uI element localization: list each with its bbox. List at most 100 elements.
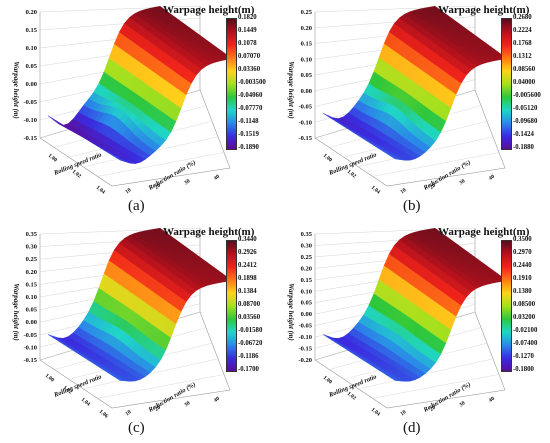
z-tick-label: 0.30 [301,242,312,249]
z-tick-label: -0.20 [298,357,312,364]
panel-caption: (a) [128,198,145,214]
z-tick-label: 0.00 [26,81,37,88]
surface [47,6,233,164]
x-tick-label: 1.02 [346,169,357,180]
gridline [314,5,476,13]
z-tick-label: -0.15 [298,135,312,142]
z-tick-label: -0.05 [298,323,312,330]
surface-patch [154,227,165,233]
gridline [39,227,201,235]
z-axis-label: Warpage height (m) [12,61,20,118]
z-tick-label: 0.00 [26,319,37,326]
z-tick-label: 0.20 [301,265,312,272]
z-tick-label: -0.15 [298,346,312,353]
z-tick-label: -0.10 [298,334,312,341]
y-axis-label: Reduction ratio (%) [147,381,197,414]
colorbar-tick-label: 0.3440 [238,236,257,243]
colorbar-tick-label: 0.08500 [513,301,536,308]
chart-panel-c: 0.35 0.30 0.25 0.20 0.15 0.10 0.05 0.00 -0.05 -0.… [0,222,275,443]
z-tick-label: 0.30 [26,244,37,251]
y-axis-label: Reduction ratio (%) [422,381,472,414]
surface-plot: 0.25 0.20 0.15 0.10 0.05 0.00 -0.05 -0.10 -0.15 1… [287,5,508,196]
z-tick-label: 0.05 [26,307,38,314]
colorbar-tick-label: -0.1700 [238,366,259,373]
surface-plot: 0.20 0.15 0.10 0.05 0.00 -0.05 -0.10 -0.15 1.00 1… [12,5,233,196]
z-tick-label: 0.25 [301,254,313,261]
colorbar-tick-label: -0.06720 [238,340,263,347]
colorbar [226,240,237,372]
z-tick-label: -0.10 [23,117,37,124]
panel-caption: (b) [403,198,421,214]
y-tick-label: 20 [429,405,437,413]
y-tick-label: 40 [213,174,221,182]
colorbar-tick-label: 0.2224 [513,27,532,34]
surface-patch [429,5,440,11]
z-tick-label: 0.15 [26,281,38,288]
z-tick-label: 0.25 [301,9,313,16]
colorbar-tick-label: -0.04060 [238,92,263,99]
x-tick-label: 1.04 [95,185,106,196]
z-tick-label: 0.10 [301,56,312,63]
colorbar-tick-label: -0.1148 [238,118,259,125]
colorbar-tick-label: 0.03560 [238,314,261,321]
colorbar-title: Warpage height(m) [163,4,255,16]
colorbar-tick-label: 0.2412 [238,262,257,269]
surface [322,5,508,161]
y-tick-label: 10 [124,187,132,195]
chart-panel-b: 0.25 0.20 0.15 0.10 0.05 0.00 -0.05 -0.10 -0.15 1… [275,0,550,221]
surface-plot: 0.35 0.30 0.25 0.20 0.15 0.10 0.05 0.00 -0.05 -0.… [287,227,508,418]
x-tick-label: 1.00 [47,153,58,164]
x-tick-label: 1.00 [322,153,333,164]
z-axis-label: Warpage height (m) [287,283,295,340]
colorbar [501,18,512,150]
y-tick-label: 30 [183,178,191,186]
x-tick-label: 1.02 [71,169,82,180]
z-tick-label: 0.15 [301,41,313,48]
colorbar-tick-label: -0.07400 [513,340,538,347]
colorbar-tick-label: -0.005600 [513,92,541,99]
surface [47,227,233,382]
z-tick-label: -0.10 [298,119,312,126]
colorbar-tick-label: 0.04000 [513,79,536,86]
x-tick-label: 1.04 [80,397,91,408]
colorbar-title: Warpage height(m) [438,4,530,16]
y-tick-label: 40 [213,396,221,404]
z-tick-label: -0.05 [23,332,37,339]
colorbar-tick-label: 0.03360 [238,66,261,73]
z-tick-label: 0.05 [301,72,313,79]
colorbar-tick-label: 0.3500 [513,236,532,243]
x-tick-label: 1.04 [370,407,381,418]
y-tick-label: 40 [488,396,496,404]
colorbar-tick-label: -0.02100 [513,327,538,334]
chart-panel-a: 0.20 0.15 0.10 0.05 0.00 -0.05 -0.10 -0.15 1.00 1… [0,0,275,221]
colorbar-tick-label: 0.1910 [513,275,532,282]
colorbar-tick-label: -0.09680 [513,118,538,125]
z-tick-label: -0.15 [23,357,37,364]
colorbar-tick-label: -0.1800 [513,366,534,373]
x-tick-label: 1.06 [98,409,109,420]
z-tick-label: 0.35 [301,231,313,238]
z-tick-label: 0.35 [26,231,38,238]
colorbar-tick-label: 0.07070 [238,53,261,60]
z-tick-label: 0.20 [26,9,37,16]
gridline [314,235,476,246]
colorbar [226,18,237,150]
colorbar-tick-label: -0.1186 [238,353,259,360]
colorbar-tick-label: -0.1519 [238,131,259,138]
colorbar-tick-label: 0.1380 [513,288,532,295]
x-tick-label: 1.02 [346,391,357,402]
z-axis-label: Warpage height (m) [12,283,20,340]
colorbar-tick-label: 0.08700 [238,301,261,308]
x-tick-label: 1.00 [322,375,333,386]
colorbar-tick-label: 0.08560 [513,66,536,73]
colorbar-tick-label: 0.2926 [238,249,257,256]
z-tick-label: 0.20 [301,25,312,32]
chart-panel-d: 0.35 0.30 0.25 0.20 0.15 0.10 0.05 0.00 -0.05 -0.… [275,222,550,443]
y-tick-label: 10 [399,409,407,417]
z-tick-label: -0.15 [23,135,37,142]
colorbar-tick-label: -0.1890 [238,144,259,151]
z-tick-label: 0.05 [301,300,313,307]
x-tick-label: 1.04 [370,185,381,196]
z-tick-label: 0.20 [26,269,37,276]
y-tick-label: 30 [458,400,466,408]
